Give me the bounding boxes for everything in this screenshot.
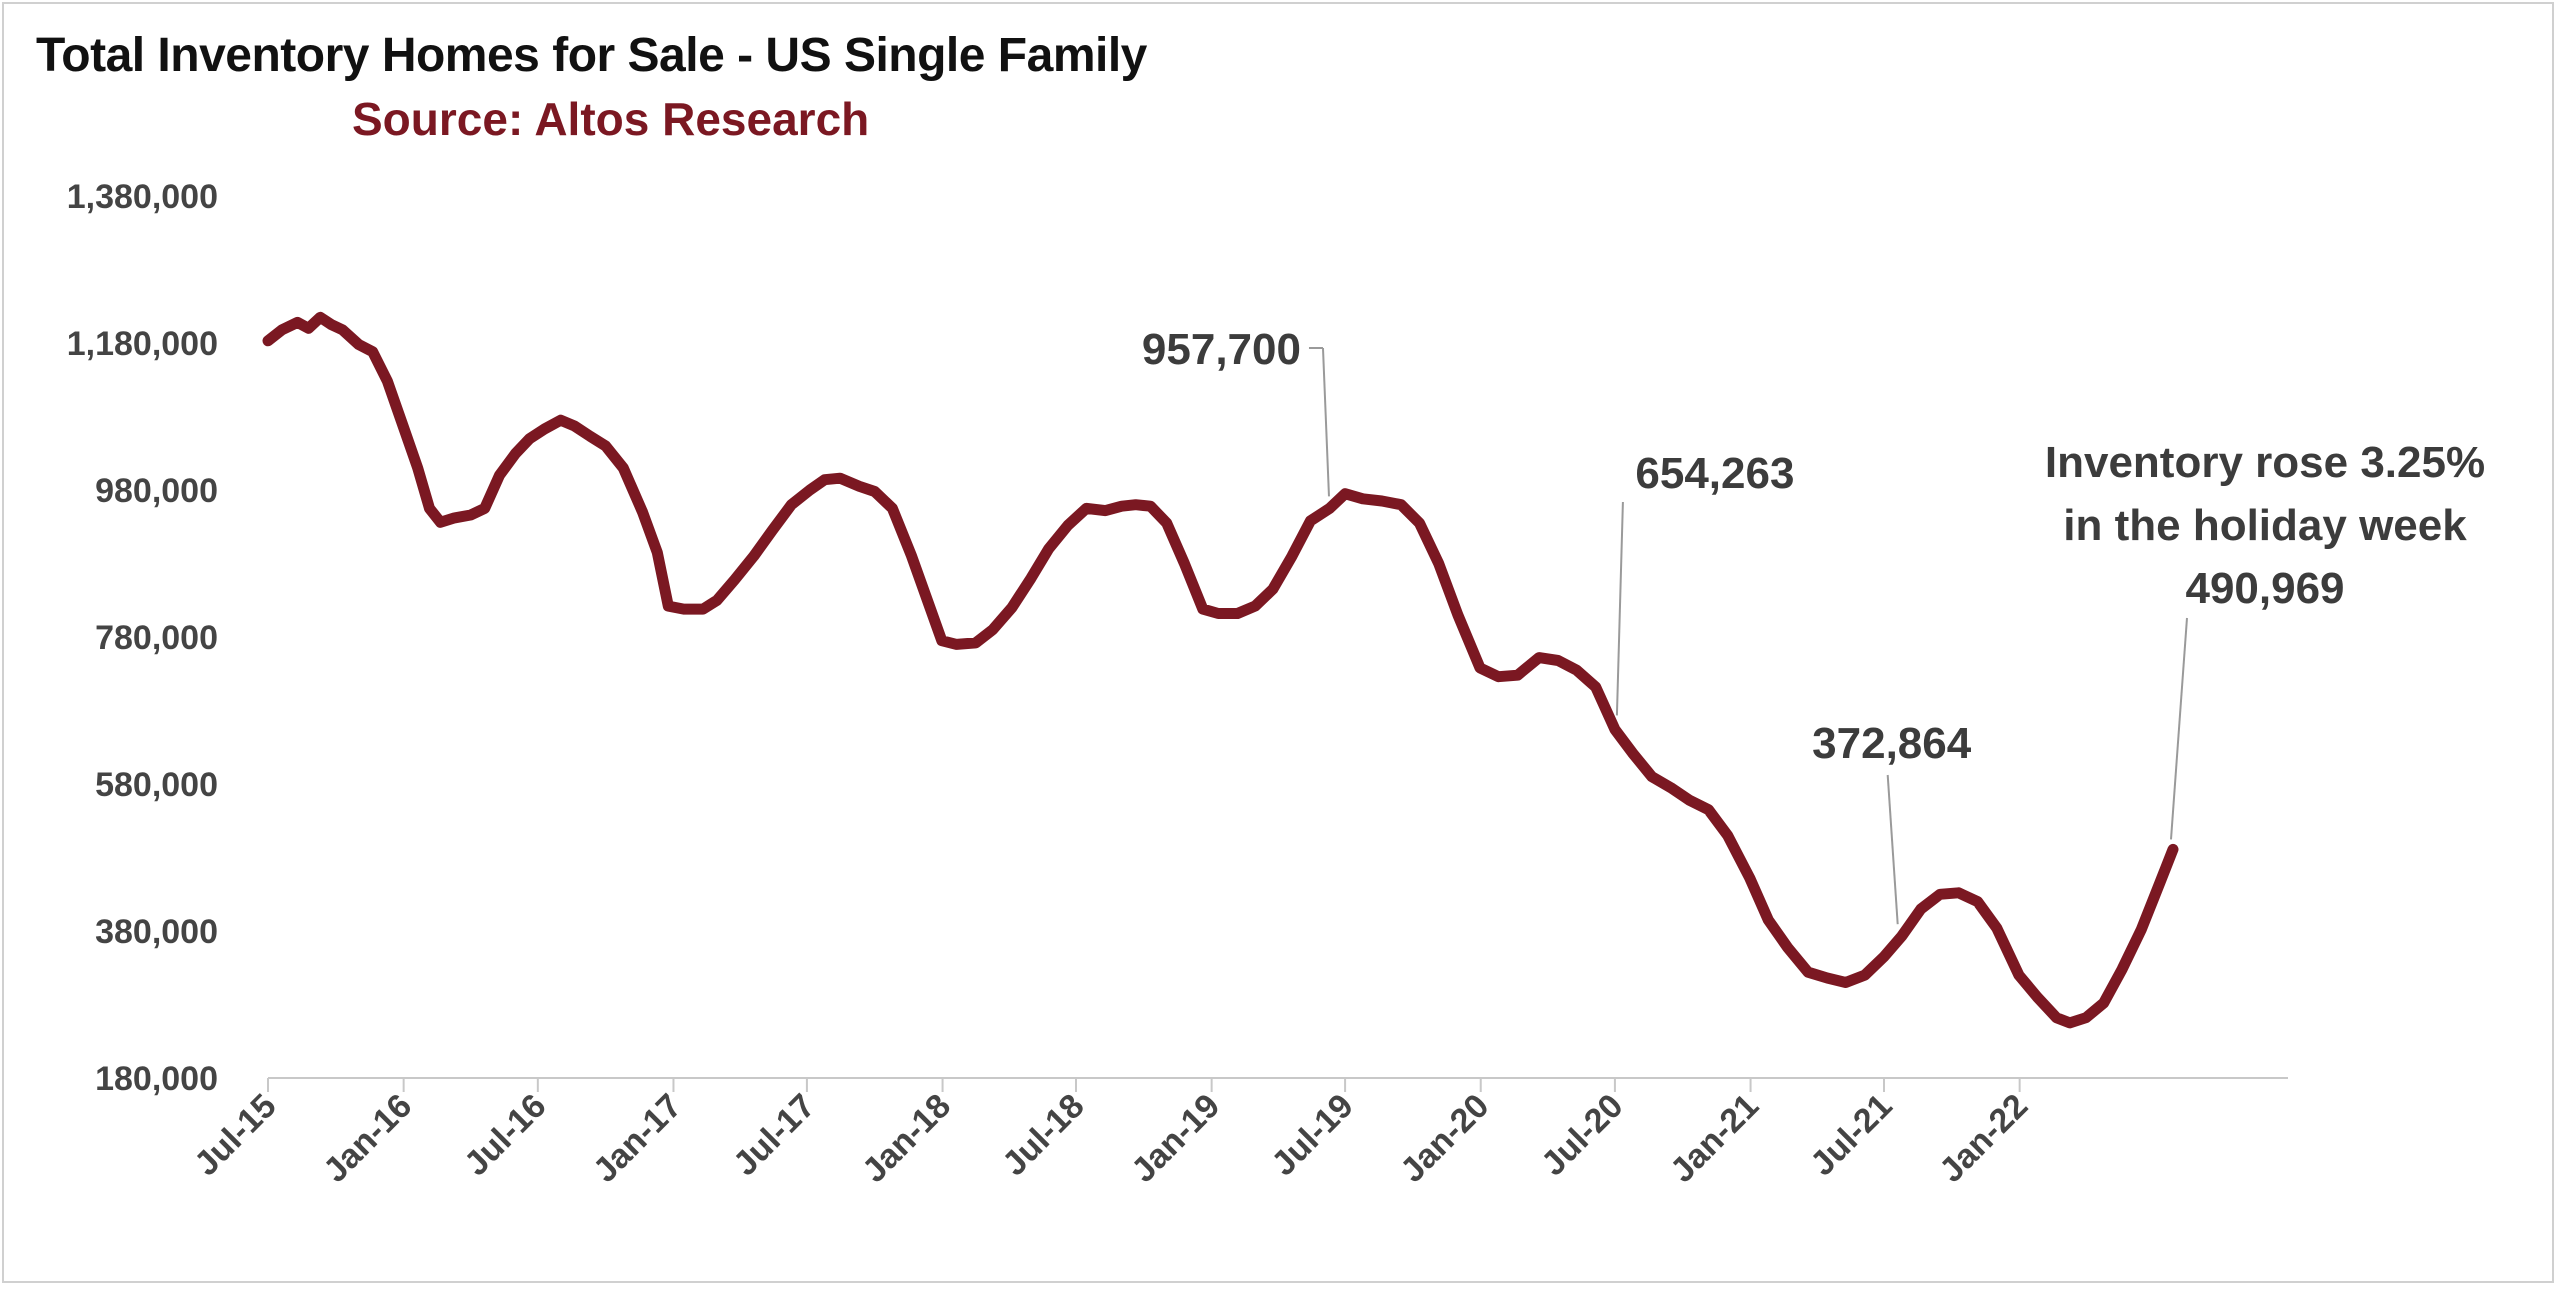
annotation-label: 957,700 [1142,325,1301,374]
annotation-label: 372,864 [1812,719,1972,768]
annotation-leader-line [1321,347,1330,497]
chart-title: Total Inventory Homes for Sale - US Sing… [36,29,1147,82]
x-tick-label: Jul-17 [726,1087,822,1183]
y-tick-label: 1,180,000 [67,325,218,363]
annotation-leader-line [1886,774,1899,925]
x-tick-label: Jan-22 [1932,1087,2035,1190]
x-tick-label: Jul-21 [1803,1087,1899,1183]
annotation-leader-line [2169,617,2188,840]
chart-subtitle: Source: Altos Research [352,93,870,145]
y-tick-label: 780,000 [95,619,218,657]
x-tick-label: Jul-20 [1534,1087,1630,1183]
inventory-series-line [262,311,2179,1029]
x-tick-label: Jul-15 [187,1087,283,1183]
y-tick-label: 380,000 [95,913,218,951]
annotation-label: 654,263 [1635,449,1794,498]
annotation-label: Inventory rose 3.25% [2045,438,2485,487]
annotation-leader-line [1615,501,1624,716]
y-tick-label: 180,000 [95,1060,218,1098]
y-tick-label: 980,000 [95,472,218,510]
x-tick-label: Jan-20 [1393,1087,1496,1190]
annotation-label: 490,969 [2185,564,2344,613]
x-tick-label: Jan-21 [1663,1087,1766,1190]
x-tick-label: Jul-18 [995,1087,1091,1183]
x-tick-label: Jul-19 [1264,1087,1360,1183]
x-tick-label: Jan-19 [1124,1087,1227,1190]
x-tick-label: Jan-16 [316,1087,419,1190]
x-tick-label: Jan-17 [586,1087,689,1190]
x-tick-label: Jan-18 [855,1087,958,1190]
y-tick-label: 580,000 [95,766,218,804]
annotation-label: in the holiday week [2063,501,2467,550]
x-tick-label: Jul-16 [457,1087,553,1183]
y-tick-label: 1,380,000 [67,178,218,216]
